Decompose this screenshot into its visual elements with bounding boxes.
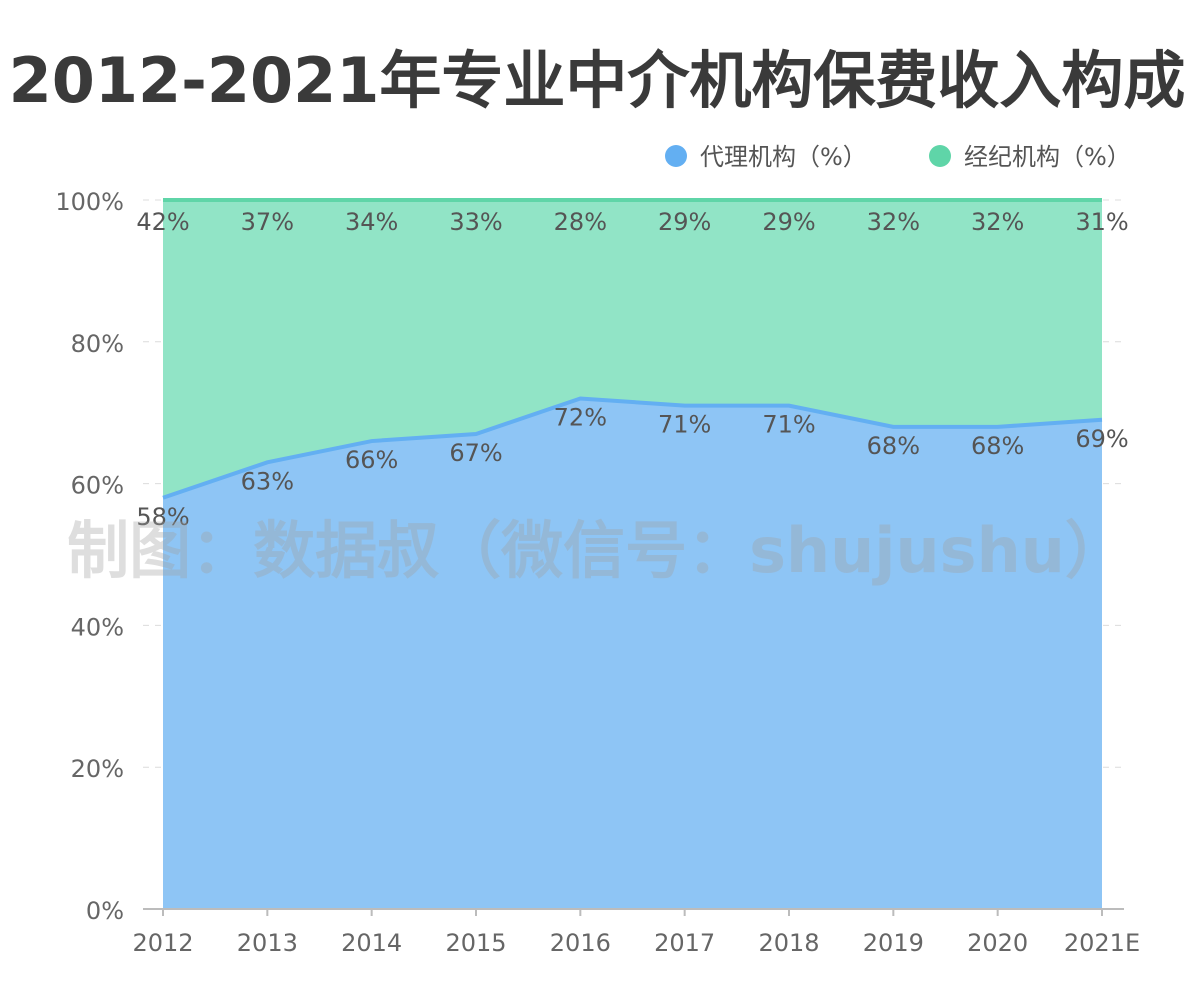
- legend-item-broker[interactable]: 经纪机构（%）: [929, 143, 1131, 171]
- data-label-broker: 31%: [1075, 208, 1128, 236]
- data-label-agency: 67%: [449, 439, 502, 467]
- data-label-broker: 37%: [241, 208, 294, 236]
- area-layers: [162, 198, 1103, 909]
- data-label-agency: 63%: [241, 467, 294, 495]
- line-series-agency: [162, 396, 1103, 500]
- x-tick-label: 2012: [132, 929, 193, 957]
- legend-item-agency[interactable]: 代理机构（%）: [665, 143, 867, 171]
- legend-swatch: [929, 145, 951, 167]
- legend-label: 代理机构（%）: [700, 143, 867, 171]
- y-tick-label: 80%: [71, 330, 124, 358]
- data-label-broker: 34%: [345, 208, 398, 236]
- data-label-agency: 58%: [136, 503, 189, 531]
- x-tick-label: 2020: [967, 929, 1028, 957]
- chart-title: 2012-2021年专业中介机构保费收入构成: [9, 44, 1186, 117]
- data-label-agency: 71%: [762, 411, 815, 439]
- x-tick-label: 2018: [758, 929, 819, 957]
- area-series-broker: [163, 200, 1102, 498]
- data-label-agency: 72%: [554, 404, 607, 432]
- data-label-agency: 66%: [345, 446, 398, 474]
- data-label-broker: 28%: [554, 208, 607, 236]
- y-tick-label: 20%: [71, 755, 124, 783]
- data-label-broker: 32%: [971, 208, 1024, 236]
- data-label-broker: 29%: [762, 208, 815, 236]
- y-tick-label: 40%: [71, 613, 124, 641]
- data-label-broker: 32%: [867, 208, 920, 236]
- data-label-broker: 29%: [658, 208, 711, 236]
- data-label-agency: 69%: [1075, 425, 1128, 453]
- data-label-broker: 42%: [136, 208, 189, 236]
- x-tick-label: 2014: [341, 929, 402, 957]
- x-tick-label: 2013: [237, 929, 298, 957]
- x-tick-label: 2015: [445, 929, 506, 957]
- data-labels: 42% 37% 34% 33% 28% 29% 29% 32% 32% 31% 58% 63% 66% 6…: [136, 208, 1128, 531]
- data-label-agency: 68%: [971, 432, 1024, 460]
- x-tick-label: 2019: [863, 929, 924, 957]
- area-series-agency: [163, 398, 1102, 909]
- axes: 0% 20% 40% 60% 80% 100% 2012 2013 2014 2015 2016 20…: [55, 188, 1140, 957]
- x-tick-label: 2021E: [1064, 929, 1140, 957]
- data-label-agency: 68%: [867, 432, 920, 460]
- y-tick-label: 0%: [86, 897, 124, 925]
- watermark: 制图：数据叔（微信号：shujushu）: [67, 514, 1127, 587]
- y-tick-label: 100%: [55, 188, 124, 216]
- y-tick-label: 60%: [71, 472, 124, 500]
- data-label-agency: 71%: [658, 411, 711, 439]
- legend: 代理机构（%） 经纪机构（%）: [665, 143, 1131, 171]
- legend-swatch: [665, 145, 687, 167]
- legend-label: 经纪机构（%）: [964, 143, 1131, 171]
- data-label-broker: 33%: [449, 208, 502, 236]
- x-tick-label: 2017: [654, 929, 715, 957]
- x-tick-label: 2016: [550, 929, 611, 957]
